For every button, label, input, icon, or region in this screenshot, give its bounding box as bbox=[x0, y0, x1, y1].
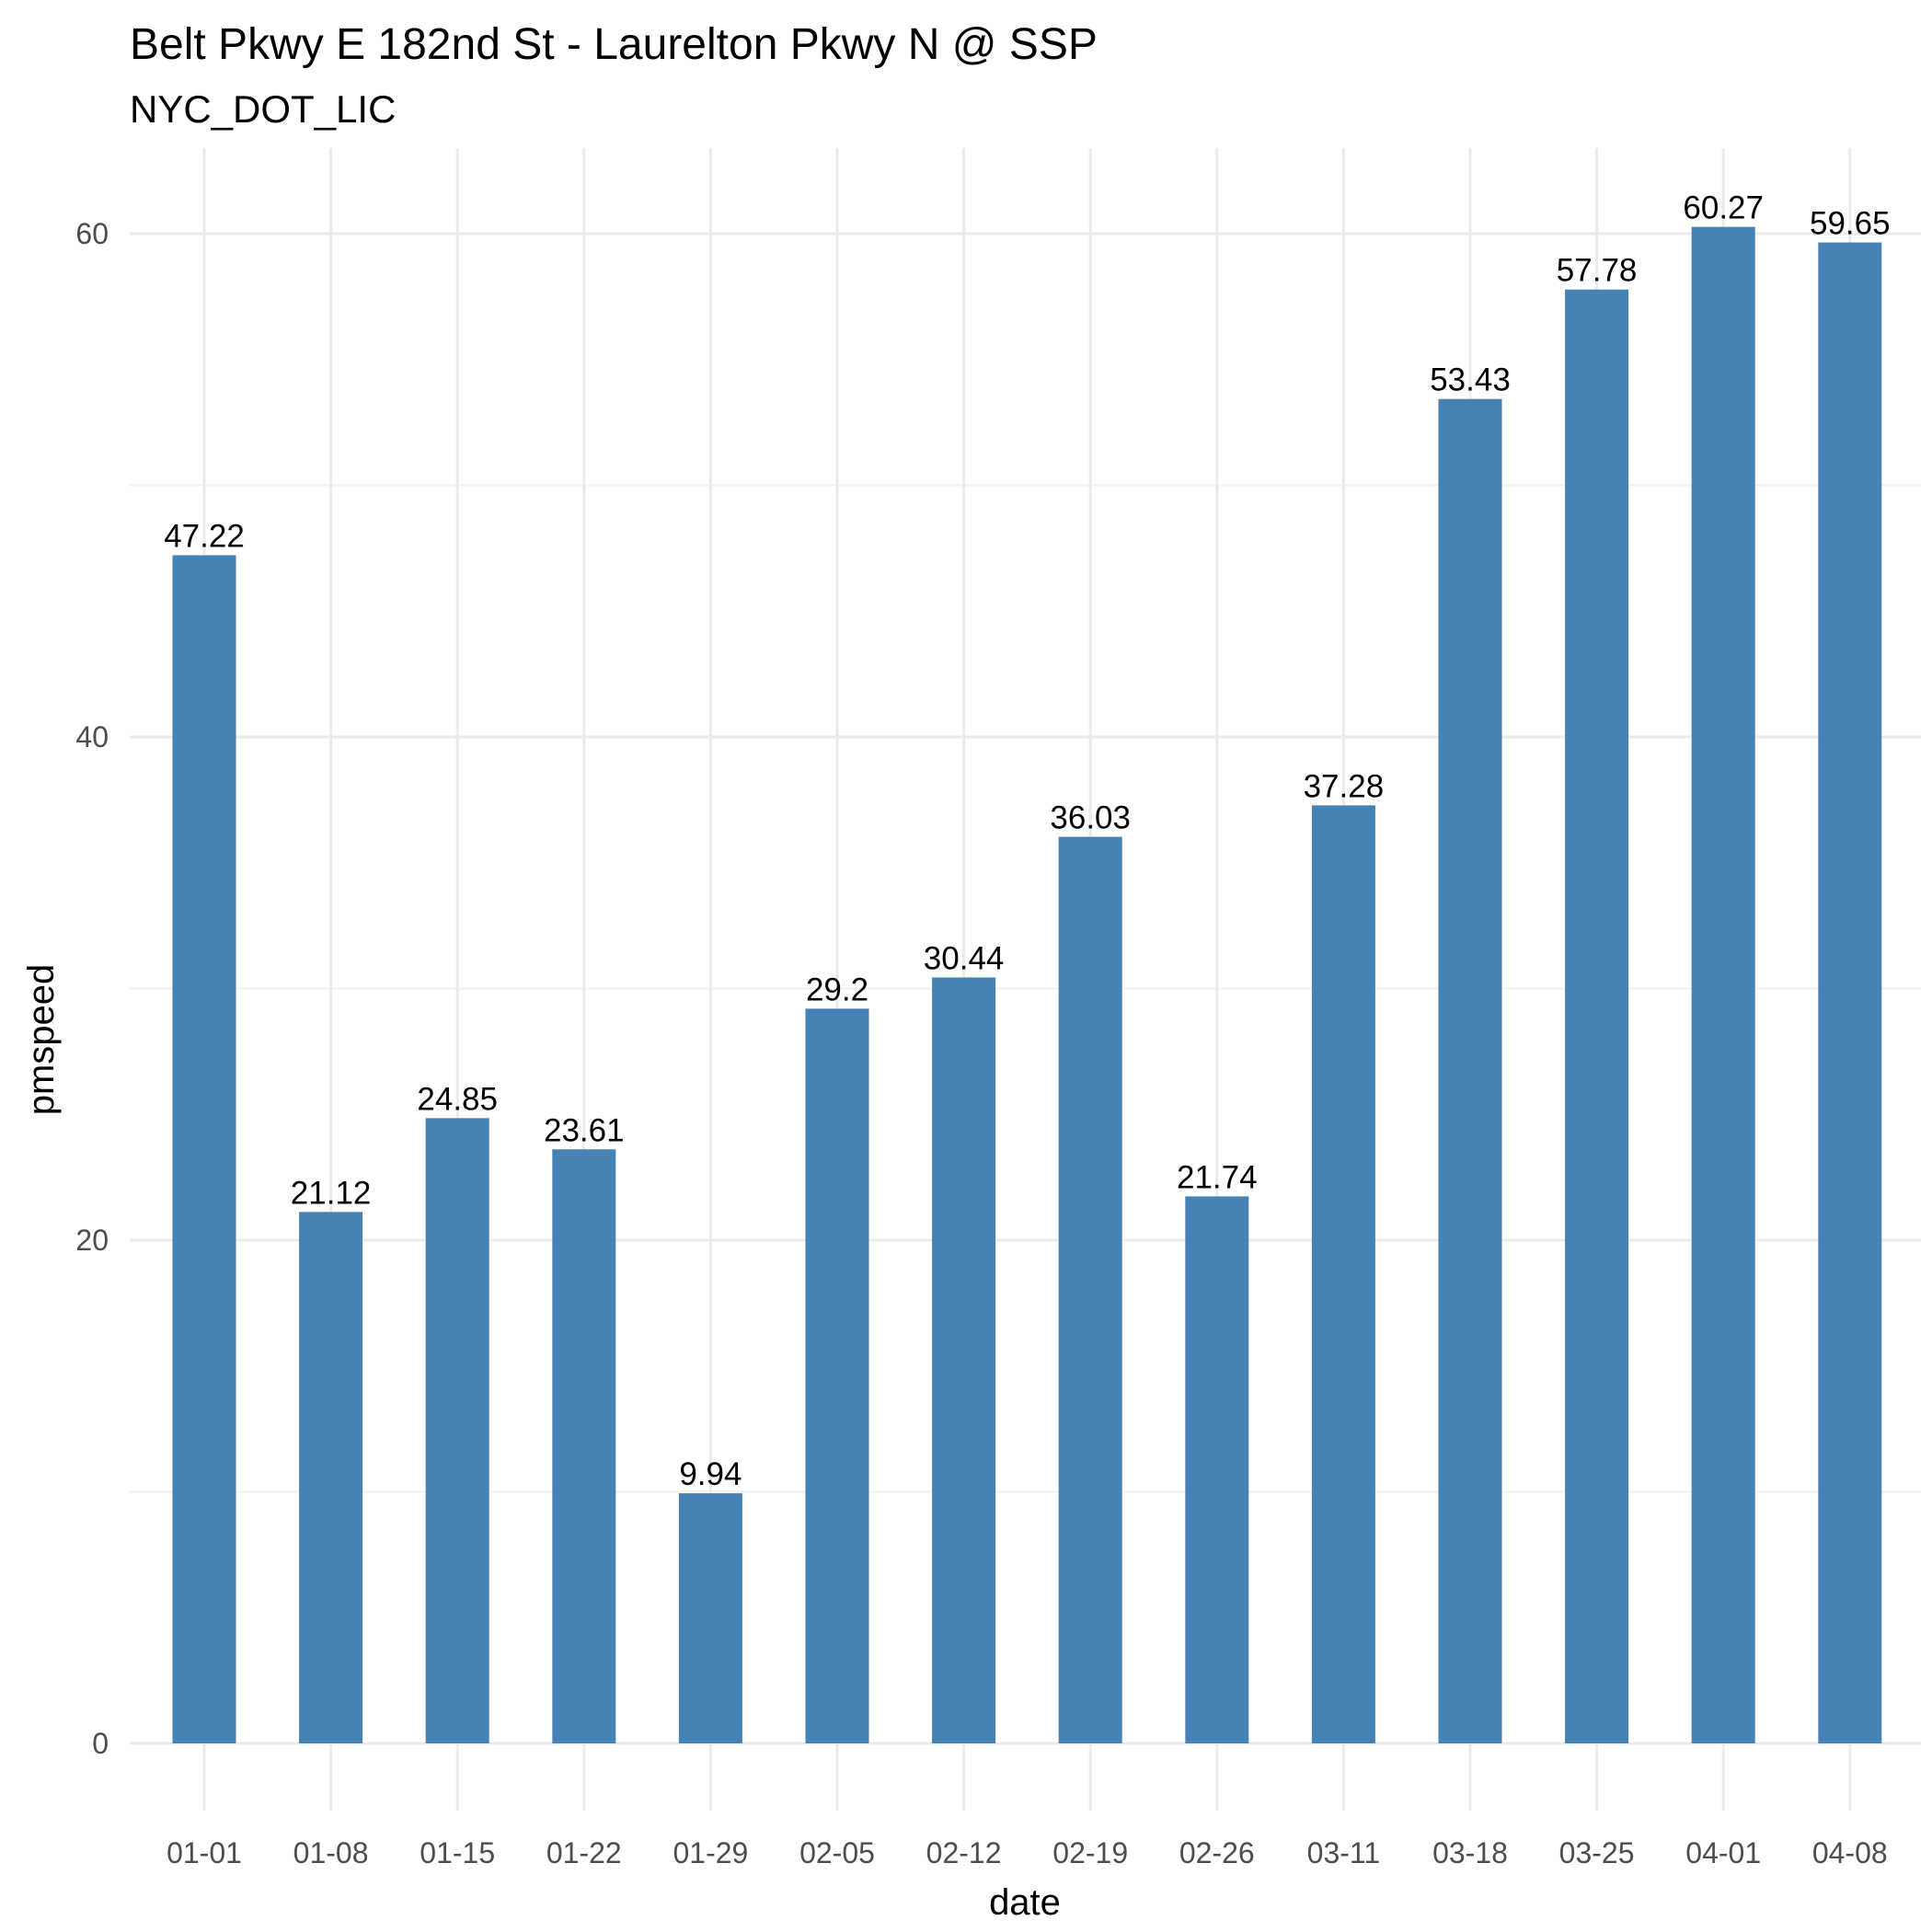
y-axis-ticks: 0 20 40 60 bbox=[75, 217, 109, 1760]
bar-02-05 bbox=[805, 1008, 869, 1743]
bar-value-label: 9.94 bbox=[679, 1456, 742, 1492]
chart-title: Belt Pkwy E 182nd St - Laurelton Pkwy N … bbox=[130, 20, 1098, 69]
x-tick-label: 02-05 bbox=[799, 1836, 875, 1869]
y-tick-label: 40 bbox=[75, 720, 109, 753]
y-tick-label: 60 bbox=[75, 217, 109, 250]
bar-value-label: 36.03 bbox=[1050, 800, 1131, 836]
bar-value-label: 29.2 bbox=[806, 972, 868, 1007]
y-tick-label: 0 bbox=[92, 1727, 109, 1760]
x-tick-label: 01-22 bbox=[546, 1836, 622, 1869]
bar-03-11 bbox=[1311, 805, 1375, 1743]
x-axis-ticks: 01-01 01-08 01-15 01-22 01-29 02-05 02-12 02-19… bbox=[167, 1836, 1888, 1869]
bar-value-label: 60.27 bbox=[1683, 190, 1764, 226]
bar-value-label: 21.12 bbox=[291, 1175, 372, 1211]
bar-04-08 bbox=[1818, 242, 1882, 1743]
bar-01-29 bbox=[678, 1493, 742, 1743]
bar-01-15 bbox=[425, 1118, 489, 1743]
bar-value-label: 23.61 bbox=[544, 1112, 625, 1148]
bar-02-12 bbox=[932, 977, 996, 1743]
x-tick-label: 01-08 bbox=[293, 1836, 369, 1869]
bar-value-label: 21.74 bbox=[1177, 1159, 1258, 1195]
bar-value-label: 47.22 bbox=[164, 519, 245, 555]
x-tick-label: 01-29 bbox=[673, 1836, 748, 1869]
bar-01-22 bbox=[552, 1149, 616, 1743]
bar-value-label: 57.78 bbox=[1557, 253, 1638, 289]
bar-value-label: 59.65 bbox=[1810, 206, 1891, 242]
bar-value-label: 30.44 bbox=[924, 940, 1005, 976]
x-axis-title: date bbox=[989, 1882, 1061, 1923]
bars bbox=[172, 226, 1882, 1744]
chart-subtitle: NYC_DOT_LIC bbox=[130, 87, 396, 131]
x-tick-label: 01-15 bbox=[420, 1836, 495, 1869]
y-axis-title: pmspeed bbox=[21, 964, 62, 1116]
bar-value-label: 53.43 bbox=[1430, 362, 1511, 398]
data-labels: 47.22 21.12 24.85 23.61 9.94 29.2 30.44 36.03 21… bbox=[164, 190, 1890, 1493]
grid-lines bbox=[130, 148, 1921, 1811]
bar-02-26 bbox=[1185, 1196, 1249, 1743]
bar-01-08 bbox=[299, 1212, 363, 1743]
x-tick-label: 02-19 bbox=[1052, 1836, 1128, 1869]
x-tick-label: 04-01 bbox=[1685, 1836, 1761, 1869]
y-tick-label: 20 bbox=[75, 1224, 109, 1257]
bar-value-label: 24.85 bbox=[417, 1081, 498, 1117]
bar-03-25 bbox=[1565, 289, 1629, 1743]
x-tick-label: 02-26 bbox=[1179, 1836, 1255, 1869]
bar-04-01 bbox=[1691, 226, 1755, 1744]
x-tick-label: 01-01 bbox=[167, 1836, 242, 1869]
bar-03-18 bbox=[1438, 398, 1502, 1744]
x-tick-label: 04-08 bbox=[1812, 1836, 1888, 1869]
bar-02-19 bbox=[1058, 836, 1122, 1743]
x-tick-label: 03-18 bbox=[1432, 1836, 1508, 1869]
bar-01-01 bbox=[172, 555, 236, 1744]
x-tick-label: 03-25 bbox=[1559, 1836, 1635, 1869]
bar-value-label: 37.28 bbox=[1304, 768, 1385, 804]
x-tick-label: 03-11 bbox=[1307, 1836, 1380, 1869]
x-tick-label: 02-12 bbox=[926, 1836, 1002, 1869]
